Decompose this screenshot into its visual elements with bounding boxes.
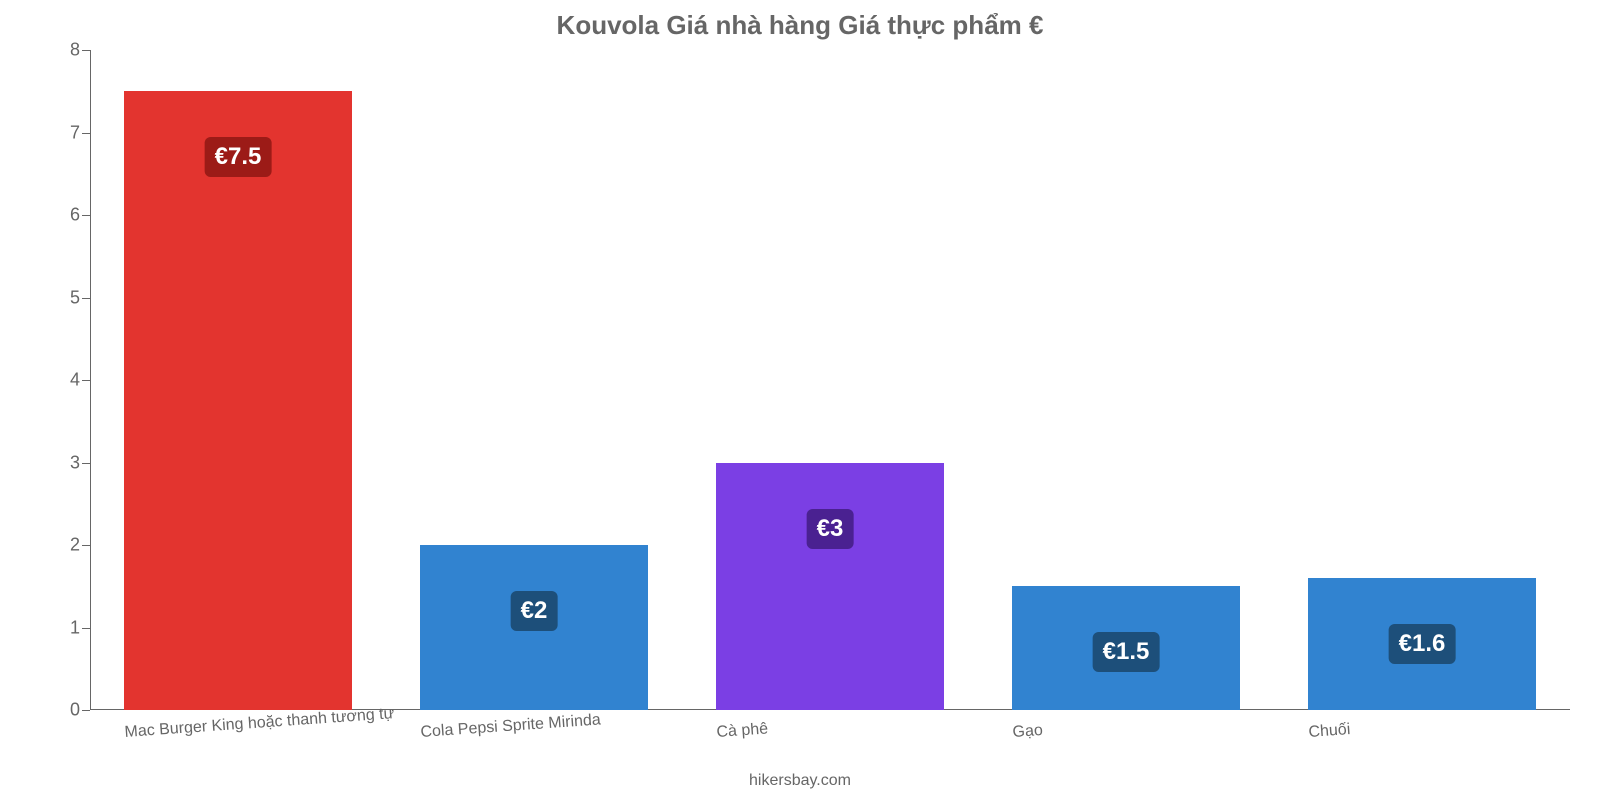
y-tick-mark — [82, 710, 90, 711]
value-badge: €7.5 — [205, 137, 272, 177]
plot-area: €7.5€2€3€1.5€1.6 012345678Mac Burger Kin… — [90, 50, 1570, 710]
y-tick-mark — [82, 133, 90, 134]
bar: €7.5 — [124, 91, 352, 710]
x-tick-label: Cà phê — [716, 720, 769, 742]
chart-title: Kouvola Giá nhà hàng Giá thực phẩm € — [0, 10, 1600, 41]
bar: €3 — [716, 463, 944, 711]
y-tick-mark — [82, 298, 90, 299]
y-tick-mark — [82, 215, 90, 216]
chart-container: Kouvola Giá nhà hàng Giá thực phẩm € €7.… — [0, 0, 1600, 800]
y-tick-mark — [82, 463, 90, 464]
x-tick-label: Chuối — [1308, 721, 1351, 742]
value-badge: €1.5 — [1093, 632, 1160, 672]
bar: €2 — [420, 545, 648, 710]
value-badge: €1.6 — [1389, 624, 1456, 664]
x-tick-label: Gạo — [1012, 722, 1043, 742]
bar: €1.6 — [1308, 578, 1536, 710]
credit-text: hikersbay.com — [0, 772, 1600, 790]
y-tick-mark — [82, 545, 90, 546]
bars-layer: €7.5 €2 €3 €1.5 €1.6 — [90, 50, 1570, 710]
value-badge: €2 — [511, 591, 558, 631]
value-badge: €3 — [807, 509, 854, 549]
x-tick-label: Mac Burger King hoặc thanh tương tự — [124, 705, 395, 742]
y-tick-mark — [82, 628, 90, 629]
y-tick-mark — [82, 380, 90, 381]
x-tick-label: Cola Pepsi Sprite Mirinda — [420, 711, 601, 742]
bar: €1.5 — [1012, 586, 1240, 710]
y-tick-mark — [82, 50, 90, 51]
